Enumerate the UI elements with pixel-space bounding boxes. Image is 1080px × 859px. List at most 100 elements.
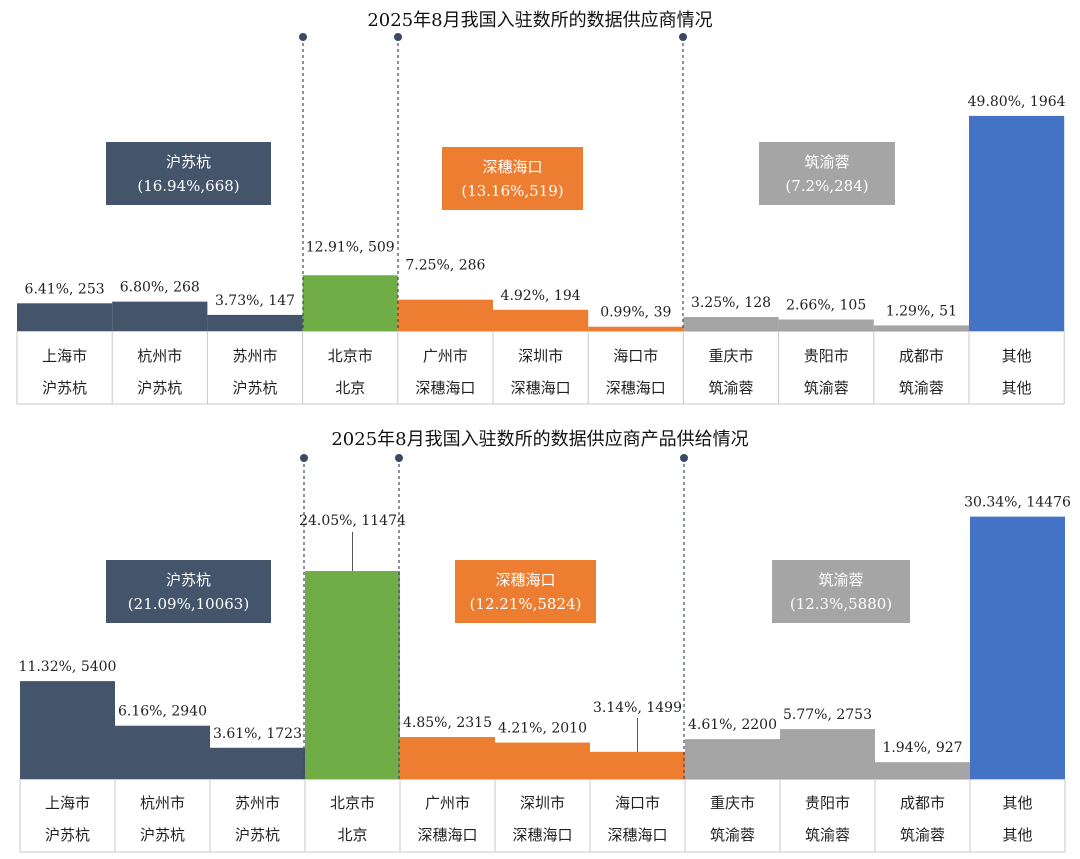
chart-2-city-label: 其他 [1002, 794, 1032, 812]
chart-2-group-label: 深穗海口 [417, 826, 477, 844]
chart-2-group-label: 深穗海口 [512, 826, 572, 844]
chart-1-bar [778, 319, 874, 331]
chart-1-city-label: 广州市 [423, 347, 468, 365]
chart-2-separator-marker [680, 454, 688, 462]
chart-2-bar [875, 762, 970, 779]
chart-1-group-label: 沪苏杭 [232, 379, 277, 397]
chart-2-group-box-name: 深穗海口 [495, 571, 555, 589]
chart-1-city-label: 北京市 [328, 347, 373, 365]
chart-1-data-label: 4.92%, 194 [501, 288, 581, 304]
chart-1-group-label: 筑渝蓉 [708, 379, 753, 397]
chart-2-separator-marker [300, 454, 308, 462]
chart-2-group-label: 其他 [1002, 826, 1032, 844]
chart-2-city-label: 成都市 [900, 794, 945, 812]
chart-2-bar [685, 739, 780, 779]
chart-2-bar [780, 729, 875, 779]
chart-1-group-label: 北京 [335, 379, 365, 397]
chart-1-group-label: 筑渝蓉 [804, 379, 849, 397]
chart-2-data-label: 5.77%, 2753 [783, 707, 872, 723]
chart-2-data-label: 3.61%, 1723 [213, 726, 302, 742]
chart-1-city-label: 其他 [1002, 347, 1032, 365]
chart-1-data-label: 1.29%, 51 [886, 303, 957, 319]
chart-1-bar [683, 316, 779, 331]
chart-2-group-box [106, 560, 271, 623]
chart-2-bar [970, 516, 1065, 779]
chart-2-city-label: 苏州市 [235, 794, 280, 812]
chart-1-group-label: 筑渝蓉 [899, 379, 944, 397]
chart-1-data-label: 49.80%, 1964 [968, 94, 1066, 110]
chart-2-data-label: 30.34%, 14476 [964, 495, 1071, 511]
chart-1-city-label: 苏州市 [232, 347, 277, 365]
chart-2-group-box [772, 560, 910, 623]
chart-2-group-label: 沪苏杭 [140, 826, 185, 844]
chart-2-city-label: 上海市 [45, 794, 90, 812]
chart-2-data-label: 4.85%, 2315 [403, 715, 492, 731]
chart-2-data-label: 3.14%, 1499 [593, 700, 682, 716]
chart-2-separator-marker [395, 454, 403, 462]
chart-1-data-label: 0.99%, 39 [600, 305, 671, 321]
chart-1-city-label: 上海市 [42, 347, 87, 365]
chart-2-bar [305, 571, 400, 779]
chart-1-group-box [442, 147, 583, 210]
chart-1-bar [302, 275, 398, 331]
chart-1-group-box [759, 142, 895, 205]
chart-1-data-label: 6.80%, 268 [120, 280, 200, 296]
chart-2-data-label: 4.61%, 2200 [688, 717, 777, 733]
chart-2-group-box [455, 560, 596, 623]
chart-2-city-label: 重庆市 [710, 794, 755, 812]
chart-2-data-label: 4.21%, 2010 [498, 721, 587, 737]
chart-2-group-box-detail: (12.21%,5824) [470, 595, 582, 613]
chart-1-bar [17, 303, 113, 331]
chart-2-group-label: 筑渝蓉 [710, 826, 755, 844]
chart-1-city-label: 贵阳市 [804, 347, 849, 365]
chart-1-group-box-name: 深穗海口 [482, 158, 542, 176]
chart-1-separator-marker [299, 33, 307, 41]
chart-2-city-label: 贵阳市 [805, 794, 850, 812]
chart-1-group-box-detail: (13.16%,519) [461, 182, 563, 200]
chart-1-city-label: 深圳市 [518, 347, 563, 365]
chart-1-group-box-name: 沪苏杭 [166, 153, 211, 171]
chart-2-city-label: 深圳市 [520, 794, 565, 812]
chart-1-bar [112, 301, 208, 331]
chart-2-city-label: 北京市 [330, 794, 375, 812]
chart-1-separator-marker [394, 33, 402, 41]
chart-1-group-box-name: 筑渝蓉 [804, 153, 849, 171]
chart-2-group-label: 深穗海口 [607, 826, 667, 844]
chart-2-group-box-name: 沪苏杭 [166, 571, 211, 589]
chart-1-title: 2025年8月我国入驻数所的数据供应商情况 [367, 10, 712, 31]
chart-1-group-box-detail: (16.94%,668) [137, 177, 239, 195]
chart-2-group-label: 沪苏杭 [235, 826, 280, 844]
chart-1-group-label: 深穗海口 [606, 379, 666, 397]
chart-1-bar [493, 309, 589, 331]
chart-1-group-box-detail: (7.2%,284) [785, 177, 868, 195]
chart-2-bar [115, 725, 210, 779]
chart-1-bar [207, 314, 303, 331]
chart-2-city-label: 杭州市 [140, 794, 185, 812]
chart-1-bar [397, 299, 493, 331]
chart-1-group-label: 深穗海口 [415, 379, 475, 397]
chart-2-title: 2025年8月我国入驻数所的数据供应商产品供给情况 [331, 429, 748, 450]
chart-2-bar [20, 681, 115, 779]
chart-1-bar [873, 325, 969, 331]
chart-1-group-label: 其他 [1002, 379, 1032, 397]
chart-1-group-box [106, 142, 271, 205]
chart-2-bar [210, 747, 305, 779]
chart-1-data-label: 7.25%, 286 [405, 258, 485, 274]
chart-2-group-box-name: 筑渝蓉 [818, 571, 863, 589]
chart-1-bar [588, 326, 684, 331]
chart-2-data-label: 24.05%, 11474 [299, 513, 406, 529]
chart-2-bar [590, 751, 685, 779]
chart-2-data-label: 6.16%, 2940 [118, 704, 207, 720]
chart-1-group-label: 沪苏杭 [42, 379, 87, 397]
chart-2-group-box-detail: (12.3%,5880) [790, 595, 892, 613]
chart-2-group-box-detail: (21.09%,10063) [128, 595, 249, 613]
chart-2-group-label: 北京 [337, 826, 367, 844]
chart-2-data-label: 1.94%, 927 [882, 740, 962, 756]
chart-2-group-label: 沪苏杭 [45, 826, 90, 844]
chart-1-city-label: 重庆市 [708, 347, 753, 365]
chart-1-data-label: 6.41%, 253 [25, 281, 105, 297]
chart-2-group-label: 筑渝蓉 [900, 826, 945, 844]
chart-1-data-label: 2.66%, 105 [786, 298, 866, 314]
chart-1-separator-marker [679, 33, 687, 41]
